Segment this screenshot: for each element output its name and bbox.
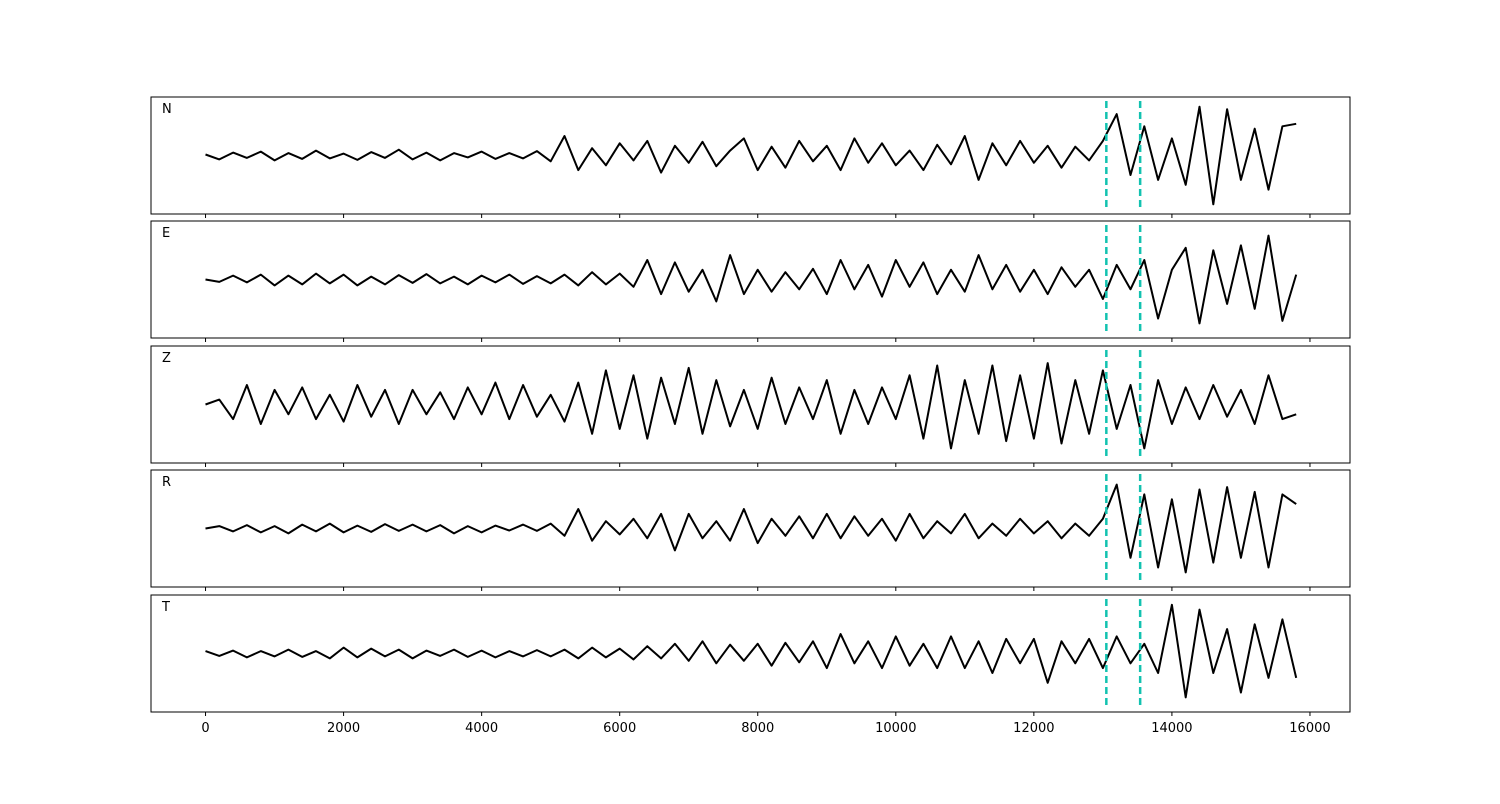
waveform bbox=[205, 483, 1297, 574]
x-tick-label: 14000 bbox=[1151, 721, 1192, 736]
x-tick-label: 10000 bbox=[875, 721, 916, 736]
waveform bbox=[205, 362, 1297, 450]
x-tick-label: 6000 bbox=[603, 721, 636, 736]
channel-label: Z bbox=[162, 351, 171, 366]
x-tick-label: 12000 bbox=[1013, 721, 1054, 736]
panel-frame bbox=[150, 594, 1351, 713]
x-tick-label: 16000 bbox=[1289, 721, 1330, 736]
waveform bbox=[205, 603, 1298, 699]
waveform bbox=[205, 105, 1297, 206]
panel-frame bbox=[150, 469, 1351, 588]
x-tick-label: 2000 bbox=[327, 721, 360, 736]
panel-frame bbox=[150, 345, 1351, 464]
x-tick-label: 8000 bbox=[741, 721, 774, 736]
panel-frame bbox=[150, 220, 1351, 339]
x-tick-label: 4000 bbox=[465, 721, 498, 736]
channel-label: T bbox=[161, 600, 170, 615]
waveform bbox=[205, 234, 1298, 325]
channel-label: N bbox=[162, 102, 172, 117]
panel-frame bbox=[150, 96, 1351, 215]
channel-label: E bbox=[162, 226, 170, 241]
channel-label: R bbox=[162, 475, 171, 490]
x-tick-label: 0 bbox=[201, 721, 209, 736]
